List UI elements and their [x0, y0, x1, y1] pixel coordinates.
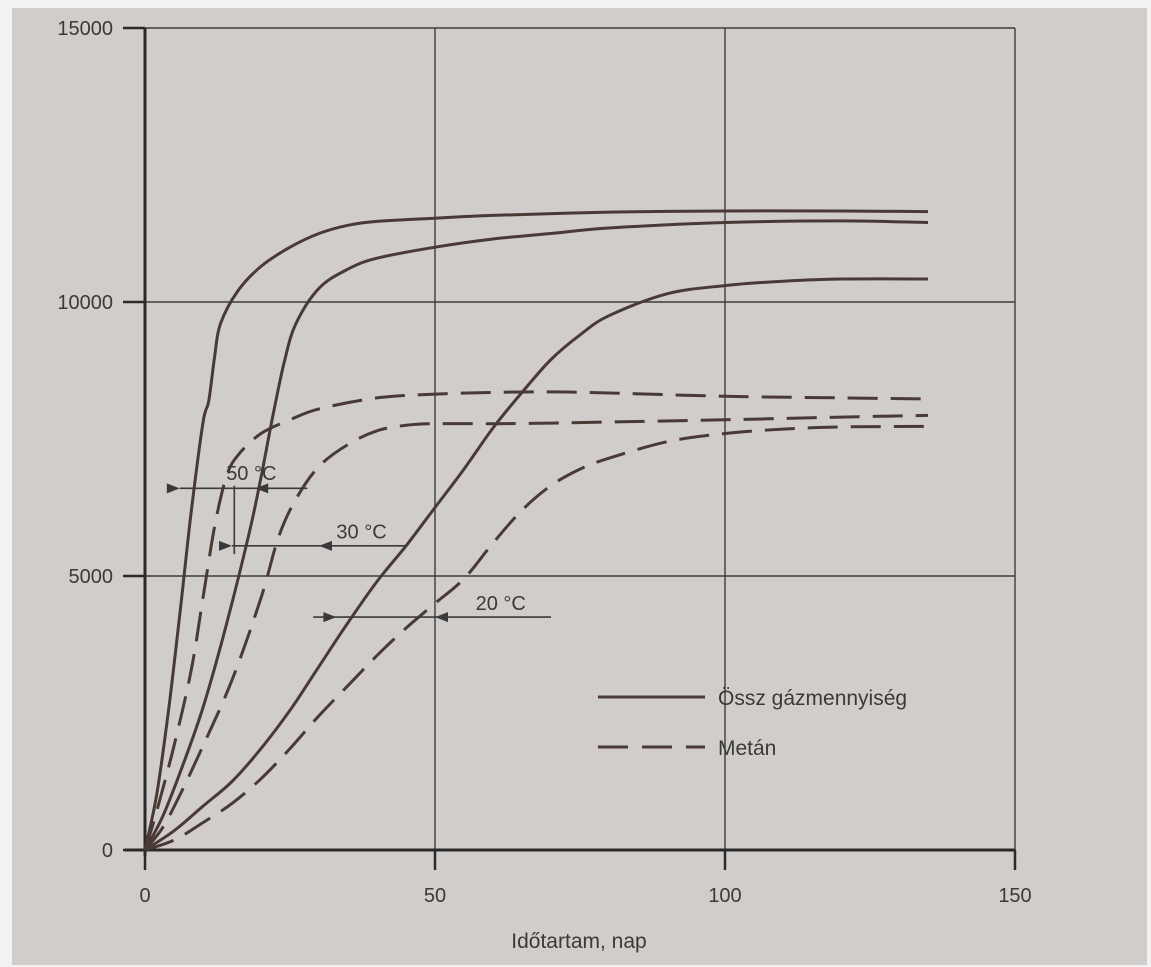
y-tick-label: 15000 — [57, 18, 113, 40]
annotation-arrowhead — [435, 612, 448, 623]
annotation-label: 30 °C — [336, 522, 386, 544]
plot-paper — [12, 8, 1147, 965]
legend-label: Össz gázmennyiség — [718, 687, 907, 710]
annotation-arrowhead — [166, 483, 180, 494]
series-line-30c-metan — [143, 413, 929, 851]
y-tick-label: 0 — [102, 840, 113, 862]
x-axis-title: Időtartam, nap — [511, 930, 646, 953]
annotation-arrowhead — [219, 540, 232, 551]
annotation-label: 20 °C — [476, 593, 526, 615]
annotation-arrowhead — [255, 483, 269, 494]
temperature-annotations: 50 °C 30 °C 20 °C — [166, 463, 551, 623]
series-line-50c-metan — [143, 390, 929, 851]
series-line-30c-ossz — [143, 219, 929, 851]
legend-label: Metán — [718, 737, 776, 760]
x-tick-label: 50 — [424, 885, 446, 907]
annotation-label: 50 °C — [226, 463, 276, 485]
x-tick-label: 150 — [998, 885, 1031, 907]
y-tick-label: 10000 — [57, 292, 113, 314]
legend: Össz gázmennyiség Metán — [598, 687, 907, 760]
y-tick-label: 5000 — [69, 566, 114, 588]
x-tick-label: 0 — [139, 885, 150, 907]
axes: 0 5000 10000 15000 0 50 100 150 — [57, 18, 1031, 907]
annotation-arrowhead — [323, 612, 337, 623]
series-line-50c-ossz — [143, 209, 929, 851]
grid — [145, 27, 1016, 850]
series-layer — [143, 209, 929, 852]
series-line-20c-metan — [144, 424, 929, 852]
x-tick-label: 100 — [708, 885, 741, 907]
annotation-arrowhead — [319, 540, 332, 551]
series-line-20c-ossz — [144, 277, 929, 852]
